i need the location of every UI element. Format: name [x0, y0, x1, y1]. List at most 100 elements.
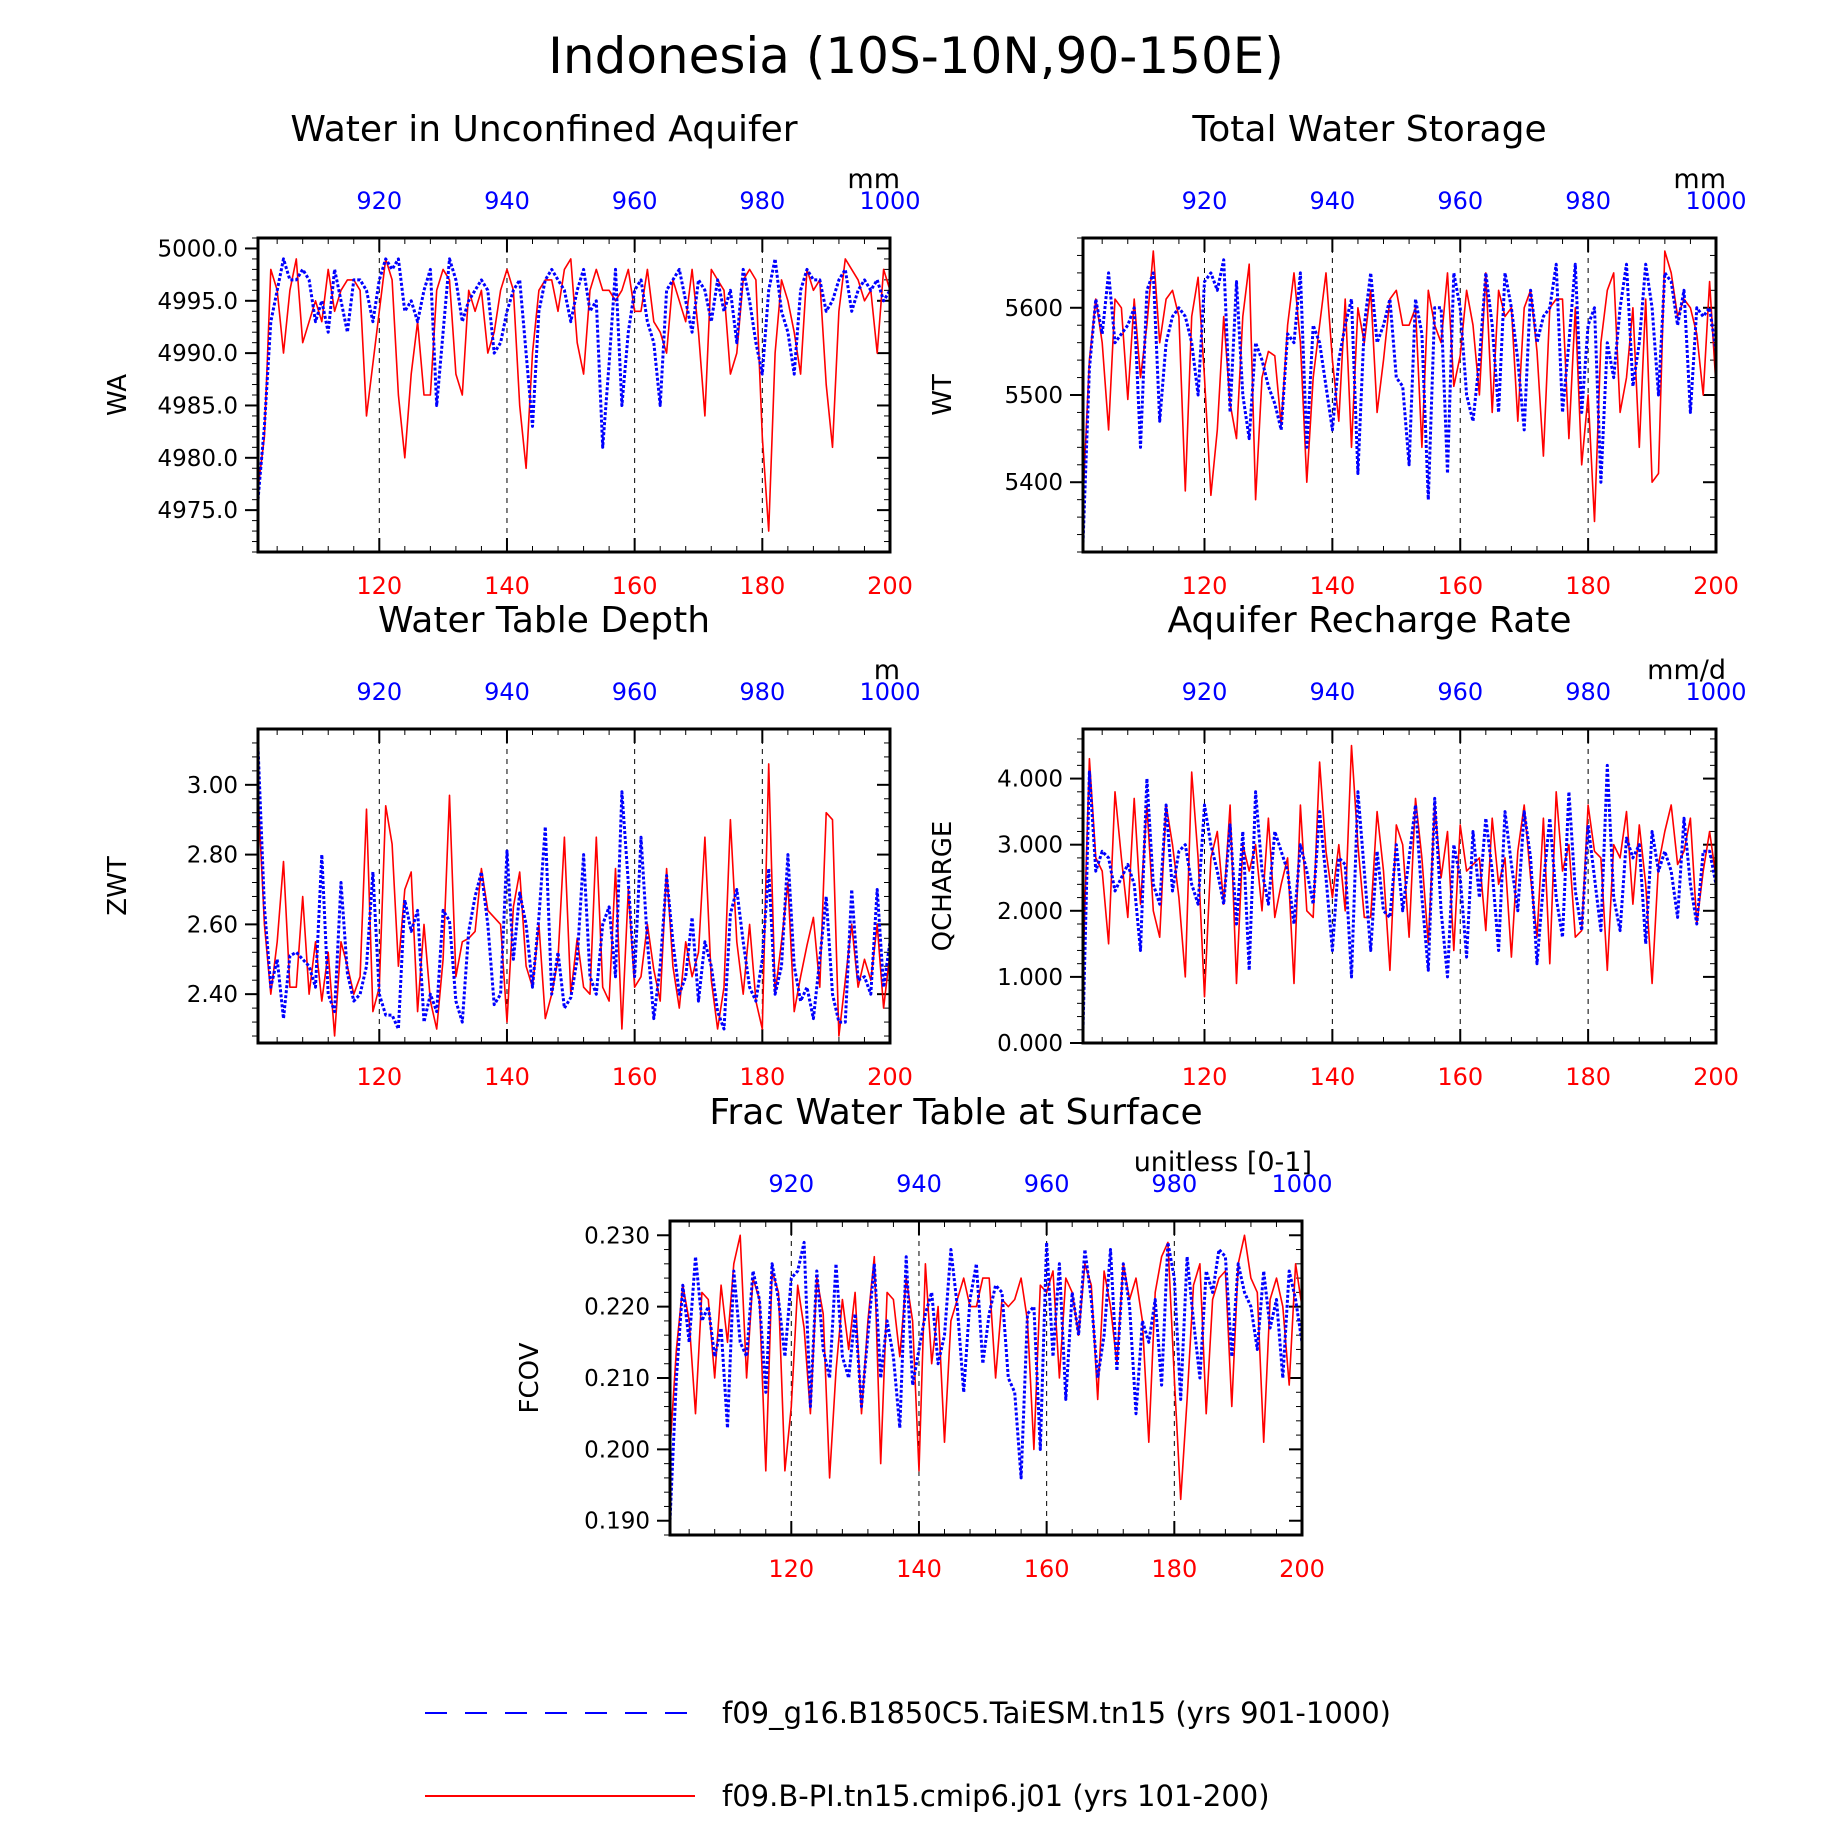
y-tick-label: 0.000 [997, 1031, 1063, 1057]
panel-2: Total Water Storage mm WT 120 140 160 180 200 92… [928, 109, 1747, 600]
x-tick-label: 140 [484, 1063, 530, 1091]
series-line-red [257, 763, 891, 1037]
series-line-red [669, 1234, 1303, 1501]
x-tick-label: 160 [612, 1063, 658, 1091]
top-tick-label: 1000 [1685, 678, 1746, 706]
y-tick-label: 1.000 [997, 965, 1063, 991]
y-tick-label: 4980.0 [158, 446, 238, 472]
series-line-blue [1081, 258, 1718, 544]
top-tick-label: 940 [1309, 187, 1355, 215]
x-tick-label: 140 [1309, 572, 1355, 600]
x-tick-label: 180 [1151, 1555, 1197, 1583]
series-line-blue [1081, 763, 1718, 1030]
series-line-red [1082, 250, 1717, 523]
y-tick-label: 0.220 [584, 1295, 650, 1321]
x-tick-label: 160 [612, 572, 658, 600]
top-tick-label: 920 [1182, 678, 1228, 706]
series-line-blue [256, 746, 892, 1031]
y-tick-label: 5500 [1004, 383, 1063, 409]
x-tick-label: 200 [1693, 1063, 1739, 1091]
x-tick-label: 160 [1437, 1063, 1483, 1091]
x-tick-label: 120 [1182, 1063, 1228, 1091]
y-tick-label: 4975.0 [158, 498, 238, 524]
y-axis-label: FCOV [515, 1342, 545, 1413]
x-tick-label: 120 [1182, 572, 1228, 600]
y-tick-label: 0.230 [584, 1223, 650, 1249]
panel-4: Aquifer Recharge Rate mm/d QCHARGE 120 140 16… [928, 600, 1747, 1091]
y-tick-label: 2.000 [997, 899, 1063, 925]
plot-frame [256, 236, 892, 554]
panel-title: Water in Unconfined Aquifer [290, 109, 797, 150]
top-tick-label: 1000 [1271, 1170, 1332, 1198]
units-label: mm/d [1647, 655, 1726, 686]
y-tick-label: 5000.0 [158, 236, 238, 262]
y-axis-label: QCHARGE [928, 821, 958, 952]
y-tick-label: 5600 [1004, 296, 1063, 322]
y-axis-label: WT [928, 374, 958, 416]
x-tick-label: 140 [1309, 1063, 1355, 1091]
x-tick-label: 120 [356, 1063, 402, 1091]
plot-frame [668, 1219, 1304, 1537]
x-tick-label: 200 [1693, 572, 1739, 600]
top-tick-label: 940 [1309, 678, 1355, 706]
x-tick-label: 180 [739, 1063, 785, 1091]
legend-label-blue: f09_g16.B1850C5.TaiESM.tn15 (yrs 901-100… [722, 1696, 1391, 1730]
panel-1: Water in Unconfined Aquifer mm WA 120 140 160… [103, 109, 921, 600]
top-tick-label: 980 [1565, 678, 1611, 706]
x-tick-label: 200 [867, 1063, 913, 1091]
series-line-blue [668, 1240, 1304, 1521]
plot-frame [1081, 727, 1718, 1045]
panel-title: Aquifer Recharge Rate [1167, 600, 1571, 641]
y-tick-label: 5400 [1004, 470, 1063, 496]
y-tick-label: 4.000 [997, 767, 1063, 793]
x-tick-label: 180 [739, 572, 785, 600]
top-tick-label: 920 [1182, 187, 1228, 215]
y-tick-label: 0.190 [584, 1509, 650, 1535]
top-tick-label: 960 [1437, 187, 1483, 215]
top-tick-label: 940 [484, 187, 530, 215]
units-label: mm [847, 164, 900, 195]
panel-3: Water Table Depth m ZWT 120 140 160 180 200 920 9… [103, 600, 921, 1091]
panel-title: Frac Water Table at Surface [709, 1092, 1202, 1133]
panel-title: Total Water Storage [1191, 109, 1546, 150]
series-line-blue [256, 257, 892, 500]
panel-title: Water Table Depth [378, 600, 710, 641]
y-axis-label: WA [103, 374, 133, 416]
top-tick-label: 1000 [1685, 187, 1746, 215]
legend-label-red: f09.B-PI.tn15.cmip6.j01 (yrs 101-200) [722, 1779, 1270, 1813]
x-tick-label: 200 [1279, 1555, 1325, 1583]
y-tick-label: 3.00 [187, 773, 238, 799]
x-tick-label: 180 [1565, 572, 1611, 600]
y-axis-label: ZWT [103, 856, 133, 916]
top-tick-label: 980 [739, 187, 785, 215]
top-tick-label: 980 [1151, 1170, 1197, 1198]
top-tick-label: 1000 [859, 187, 920, 215]
units-label: mm [1673, 164, 1726, 195]
x-tick-label: 180 [1565, 1063, 1611, 1091]
y-tick-label: 0.210 [584, 1366, 650, 1392]
top-tick-label: 980 [1565, 187, 1611, 215]
top-tick-label: 980 [739, 678, 785, 706]
units-label: m [874, 655, 900, 686]
series-line-red [257, 258, 891, 532]
y-tick-label: 4995.0 [158, 289, 238, 315]
chart-panels: Water in Unconfined Aquifer mm WA 120 140 160… [103, 109, 1747, 1583]
legend: f09_g16.B1850C5.TaiESM.tn15 (yrs 901-100… [425, 1696, 1391, 1813]
top-tick-label: 920 [768, 1170, 814, 1198]
top-tick-label: 940 [896, 1170, 942, 1198]
top-tick-label: 920 [356, 187, 402, 215]
units-label: unitless [0-1] [1134, 1147, 1312, 1178]
y-tick-label: 0.200 [584, 1437, 650, 1463]
x-tick-label: 140 [896, 1555, 942, 1583]
top-tick-label: 960 [612, 678, 658, 706]
top-tick-label: 960 [1437, 678, 1483, 706]
top-tick-label: 940 [484, 678, 530, 706]
y-tick-label: 3.000 [997, 833, 1063, 859]
plot-frame [1081, 236, 1718, 554]
x-tick-label: 140 [484, 572, 530, 600]
top-tick-label: 960 [1024, 1170, 1070, 1198]
x-tick-label: 120 [356, 572, 402, 600]
top-tick-label: 1000 [859, 678, 920, 706]
plot-frame [256, 727, 892, 1045]
